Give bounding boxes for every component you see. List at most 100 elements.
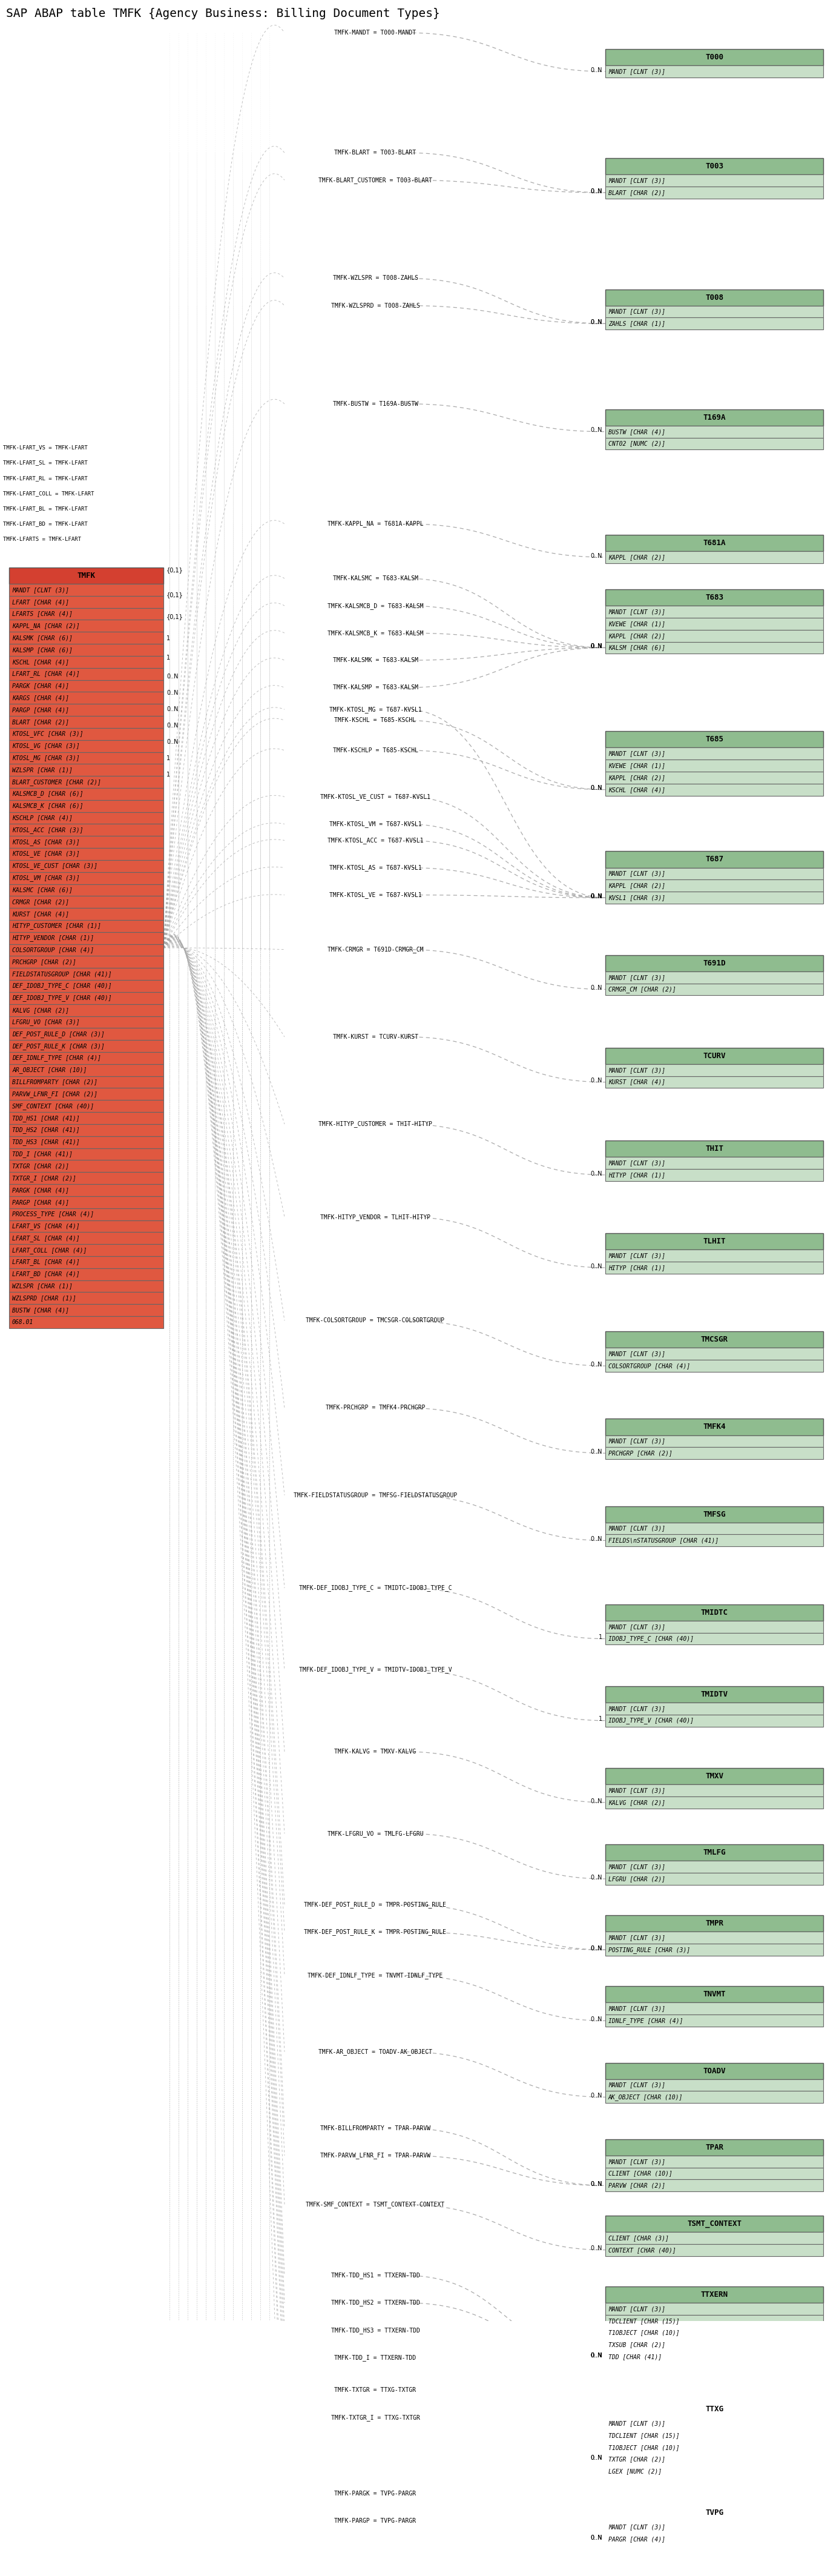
Text: 0..N: 0..N <box>591 1363 602 1368</box>
Text: IDOBJ_TYPE_C [CHAR (40)]: IDOBJ_TYPE_C [CHAR (40)] <box>608 1636 694 1641</box>
Bar <box>606 1605 823 1620</box>
Bar <box>9 595 164 608</box>
Bar <box>9 739 164 752</box>
Bar <box>606 2442 823 2452</box>
Text: KALVG [CHAR (2)]: KALVG [CHAR (2)] <box>12 1007 69 1012</box>
Text: 0..N: 0..N <box>591 644 602 649</box>
Bar <box>9 1244 164 1257</box>
Text: PROCESS_TYPE [CHAR (4)]: PROCESS_TYPE [CHAR (4)] <box>12 1211 94 1218</box>
Text: TMFK-TDD_HS1 = TTXERN-TDD: TMFK-TDD_HS1 = TTXERN-TDD <box>331 2272 419 2280</box>
Text: 0..N: 0..N <box>591 644 602 649</box>
Text: MANDT [CLNT (3)]: MANDT [CLNT (3)] <box>608 2159 665 2164</box>
Bar <box>9 943 164 956</box>
Bar <box>606 2326 823 2339</box>
Text: KURST [CHAR (4)]: KURST [CHAR (4)] <box>12 912 69 917</box>
Bar <box>606 175 823 185</box>
Bar <box>9 848 164 860</box>
Bar <box>606 289 823 307</box>
Text: TMFK-KTOSL_VE_CUST = T687-KVSL1: TMFK-KTOSL_VE_CUST = T687-KVSL1 <box>320 793 430 801</box>
Text: KALVG [CHAR (2)]: KALVG [CHAR (2)] <box>608 1801 665 1806</box>
Text: 0..N: 0..N <box>591 319 602 325</box>
Text: MANDT [CLNT (3)]: MANDT [CLNT (3)] <box>608 871 665 876</box>
Bar <box>606 1860 823 1873</box>
Text: MANDT [CLNT (3)]: MANDT [CLNT (3)] <box>608 2524 665 2530</box>
Text: LFGRU [CHAR (2)]: LFGRU [CHAR (2)] <box>608 1875 665 1883</box>
Bar <box>9 657 164 667</box>
Text: LFART [CHAR (4)]: LFART [CHAR (4)] <box>12 598 69 605</box>
Bar <box>606 49 823 64</box>
Text: LFART_RL [CHAR (4)]: LFART_RL [CHAR (4)] <box>12 670 80 677</box>
Text: MANDT [CLNT (3)]: MANDT [CLNT (3)] <box>608 1066 665 1074</box>
Bar <box>606 605 823 618</box>
Bar <box>606 1687 823 1703</box>
Bar <box>9 824 164 837</box>
Text: TMFK-KURST = TCURV-KURST: TMFK-KURST = TCURV-KURST <box>332 1033 418 1041</box>
Bar <box>606 2452 823 2465</box>
Bar <box>606 984 823 994</box>
Bar <box>606 971 823 984</box>
Bar <box>9 837 164 848</box>
Text: TMFK-BLART_CUSTOMER = T003-BLART: TMFK-BLART_CUSTOMER = T003-BLART <box>319 178 432 183</box>
Bar <box>606 629 823 641</box>
Text: MANDT [CLNT (3)]: MANDT [CLNT (3)] <box>608 1705 665 1710</box>
Text: TMFK-KAPPL_NA = T681A-KAPPL: TMFK-KAPPL_NA = T681A-KAPPL <box>327 520 424 528</box>
Bar <box>606 2504 823 2522</box>
Bar <box>606 1448 823 1458</box>
Bar <box>9 1316 164 1329</box>
Text: KALSM [CHAR (6)]: KALSM [CHAR (6)] <box>608 644 665 652</box>
Text: PRCHGRP [CHAR (2)]: PRCHGRP [CHAR (2)] <box>608 1450 672 1455</box>
Text: TMFK-CRMGR = T691D-CRMGR_CM: TMFK-CRMGR = T691D-CRMGR_CM <box>327 945 424 953</box>
Bar <box>606 1986 823 2002</box>
Text: KAPPL [CHAR (2)]: KAPPL [CHAR (2)] <box>608 775 665 781</box>
Text: KSCHLP [CHAR (4)]: KSCHLP [CHAR (4)] <box>12 814 72 822</box>
Bar <box>606 1435 823 1448</box>
Bar <box>606 2014 823 2027</box>
Bar <box>9 1185 164 1195</box>
Text: 0..N: 0..N <box>591 644 602 649</box>
Text: KTOSL_VFC [CHAR (3)]: KTOSL_VFC [CHAR (3)] <box>12 732 83 737</box>
Text: 0..N: 0..N <box>591 786 602 791</box>
Text: HITYP [CHAR (1)]: HITYP [CHAR (1)] <box>608 1172 665 1177</box>
Text: TMFK-PARGK = TVPG-PARGR: TMFK-PARGK = TVPG-PARGR <box>335 2491 416 2496</box>
Text: MANDT [CLNT (3)]: MANDT [CLNT (3)] <box>608 2081 665 2089</box>
Bar <box>9 729 164 739</box>
Text: TMIDTV: TMIDTV <box>701 1690 728 1698</box>
Text: COLSORTGROUP [CHAR (4)]: COLSORTGROUP [CHAR (4)] <box>608 1363 690 1368</box>
Text: {0,1}: {0,1} <box>166 613 184 621</box>
Text: KAPPL_NA [CHAR (2)]: KAPPL_NA [CHAR (2)] <box>12 623 80 629</box>
Bar <box>9 896 164 909</box>
Text: TMFK-KTOSL_MG = T687-KVSL1: TMFK-KTOSL_MG = T687-KVSL1 <box>329 706 421 714</box>
Bar <box>9 703 164 716</box>
Bar <box>606 1077 823 1087</box>
Text: 0..N: 0..N <box>591 2352 602 2360</box>
Text: 0..N: 0..N <box>591 894 602 899</box>
Text: TMFK-KSCHL = T685-KSCHL: TMFK-KSCHL = T685-KSCHL <box>335 716 416 724</box>
Text: MANDT [CLNT (3)]: MANDT [CLNT (3)] <box>608 178 665 183</box>
Text: TTXERN: TTXERN <box>701 2290 728 2298</box>
Text: KVSL1 [CHAR (3)]: KVSL1 [CHAR (3)] <box>608 894 665 902</box>
Text: POSTING_RULE [CHAR (3)]: POSTING_RULE [CHAR (3)] <box>608 1947 690 1953</box>
Text: 0..N: 0..N <box>591 1798 602 1803</box>
Text: WZLSPR [CHAR (1)]: WZLSPR [CHAR (1)] <box>12 1283 72 1288</box>
Text: FIELDS\nSTATUSGROUP [CHAR (41)]: FIELDS\nSTATUSGROUP [CHAR (41)] <box>608 1538 719 1543</box>
Bar <box>606 1332 823 1347</box>
Bar <box>606 590 823 605</box>
Text: 0..N: 0..N <box>591 1170 602 1177</box>
Text: CLIENT [CHAR (3)]: CLIENT [CHAR (3)] <box>608 2236 669 2241</box>
Bar <box>606 783 823 796</box>
Text: 0..N: 0..N <box>166 690 178 696</box>
Bar <box>606 1932 823 1945</box>
Text: TMFK-COLSORTGROUP = TMCSGR-COLSORTGROUP: TMFK-COLSORTGROUP = TMCSGR-COLSORTGROUP <box>306 1316 445 1324</box>
Bar <box>606 2244 823 2257</box>
Bar <box>606 2416 823 2429</box>
Bar <box>9 1257 164 1267</box>
Text: T683: T683 <box>706 592 723 600</box>
Bar <box>9 1041 164 1051</box>
Text: 0..N: 0..N <box>591 2017 602 2022</box>
Text: 0..N: 0..N <box>591 2092 602 2099</box>
Bar <box>606 641 823 654</box>
Bar <box>606 1785 823 1795</box>
Bar <box>606 1249 823 1262</box>
Text: TMFK-TXTGR_I = TTXG-TXTGR: TMFK-TXTGR_I = TTXG-TXTGR <box>331 2414 419 2421</box>
Text: TMFK-HITYP_CUSTOMER = THIT-HITYP: TMFK-HITYP_CUSTOMER = THIT-HITYP <box>319 1121 432 1128</box>
